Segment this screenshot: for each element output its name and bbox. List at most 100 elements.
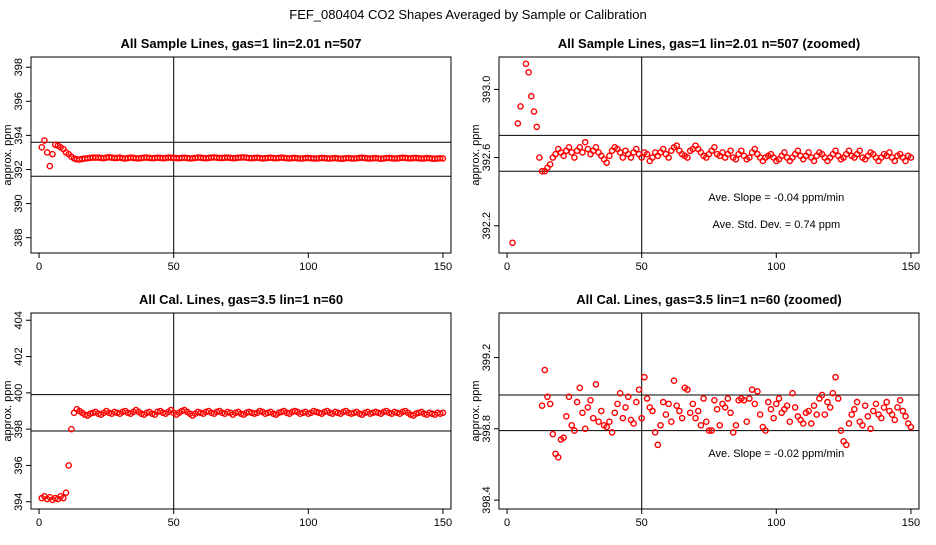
data-point xyxy=(824,398,831,406)
data-point xyxy=(619,414,627,422)
data-point xyxy=(65,462,72,469)
data-point xyxy=(619,154,627,161)
annotation-2: Ave. Std. Dev. = 0.74 ppm xyxy=(712,219,840,231)
data-point xyxy=(633,398,640,406)
chart-panel-3: All Cal. Lines, gas=3.5 lin=1 n=60 0 50 100… xyxy=(2,292,452,529)
data-point xyxy=(851,405,858,413)
panel-title: All Cal. Lines, gas=3.5 lin=1 n=60 (zoom… xyxy=(576,292,842,307)
data-point xyxy=(896,397,904,404)
data-point xyxy=(533,123,540,131)
y-tick-label: 390 xyxy=(13,194,25,212)
data-point xyxy=(732,421,740,429)
data-point xyxy=(829,389,837,397)
plot-frame xyxy=(30,312,452,510)
data-point xyxy=(546,161,554,168)
y-tick-label: 388 xyxy=(13,228,25,246)
data-point xyxy=(665,154,672,161)
data-point xyxy=(727,147,734,155)
annotation-1: Ave. Slope = -0.02 ppm/min xyxy=(708,448,844,460)
data-point xyxy=(68,425,75,433)
y-axis-label: approx. ppm xyxy=(2,124,14,185)
data-point xyxy=(598,407,605,415)
data-point xyxy=(651,429,659,436)
chart-panel-4: All Cal. Lines, gas=3.5 lin=1 n=60 (zoom… xyxy=(470,292,920,529)
chart-panel-2: All Sample Lines, gas=1 lin=2.01 n=507 (… xyxy=(470,36,920,273)
data-point xyxy=(883,398,890,406)
data-point xyxy=(713,405,721,413)
data-point xyxy=(805,149,812,156)
data-point xyxy=(864,413,872,420)
data-point xyxy=(573,398,581,406)
data-point xyxy=(62,489,70,496)
data-point xyxy=(603,423,610,431)
data-point xyxy=(643,395,651,402)
data-point xyxy=(657,421,664,429)
data-point xyxy=(888,411,896,418)
data-point xyxy=(727,409,734,417)
y-axis-label: approx. ppm xyxy=(470,124,482,185)
y-tick-label: 392.2 xyxy=(481,212,493,240)
y-tick-label: 402 xyxy=(13,347,25,365)
data-point xyxy=(581,425,589,433)
x-tick-label: 100 xyxy=(299,517,317,529)
data-point xyxy=(748,386,756,393)
data-point xyxy=(622,404,629,411)
y-tick-label: 393.0 xyxy=(481,76,493,104)
x-tick-label: 100 xyxy=(767,261,785,273)
data-point xyxy=(624,393,632,401)
data-point xyxy=(805,407,812,415)
y-tick-label: 399.2 xyxy=(481,344,493,372)
y-tick-label: 396 xyxy=(13,92,25,110)
panel-title: All Sample Lines, gas=1 lin=2.01 n=507 (… xyxy=(558,36,860,51)
data-point xyxy=(891,157,899,165)
x-tick-label: 150 xyxy=(434,517,452,529)
x-tick-label: 150 xyxy=(434,261,452,273)
data-point xyxy=(563,413,570,420)
x-tick-label: 50 xyxy=(636,517,648,529)
x-tick-label: 100 xyxy=(767,517,785,529)
data-point xyxy=(584,404,592,411)
x-tick-label: 50 xyxy=(636,261,648,273)
data-point xyxy=(568,421,575,429)
data-point xyxy=(684,386,691,393)
data-point xyxy=(902,413,909,420)
data-point xyxy=(848,411,855,418)
y-tick-label: 392 xyxy=(13,160,25,178)
data-point xyxy=(606,418,613,425)
data-point xyxy=(732,155,740,163)
data-point xyxy=(716,421,724,429)
data-points xyxy=(538,366,915,461)
y-tick-label: 394 xyxy=(13,126,25,144)
data-point xyxy=(859,421,866,429)
data-points xyxy=(38,405,447,504)
data-point xyxy=(614,400,621,408)
data-point xyxy=(670,377,678,385)
data-point xyxy=(834,395,842,402)
data-point xyxy=(770,414,777,422)
data-point xyxy=(705,427,713,434)
data-point xyxy=(894,404,901,411)
y-tick-label: 398 xyxy=(13,420,25,438)
data-point xyxy=(579,409,586,417)
data-point xyxy=(560,152,567,160)
data-point xyxy=(762,427,769,434)
data-point xyxy=(576,144,584,151)
data-point xyxy=(708,427,715,434)
data-point xyxy=(565,393,573,401)
data-point xyxy=(439,409,447,417)
data-points xyxy=(38,137,447,170)
data-point xyxy=(627,154,635,161)
data-point xyxy=(700,395,707,402)
data-point xyxy=(756,411,764,418)
data-point xyxy=(764,398,772,406)
data-point xyxy=(659,145,667,153)
data-point xyxy=(878,414,885,422)
data-point xyxy=(659,398,667,406)
plot-frame xyxy=(30,56,452,254)
data-point xyxy=(49,150,56,158)
data-point xyxy=(638,154,645,161)
data-point xyxy=(589,414,597,422)
y-tick-label: 392.6 xyxy=(481,144,493,172)
data-point xyxy=(616,389,624,397)
data-point xyxy=(721,404,729,411)
